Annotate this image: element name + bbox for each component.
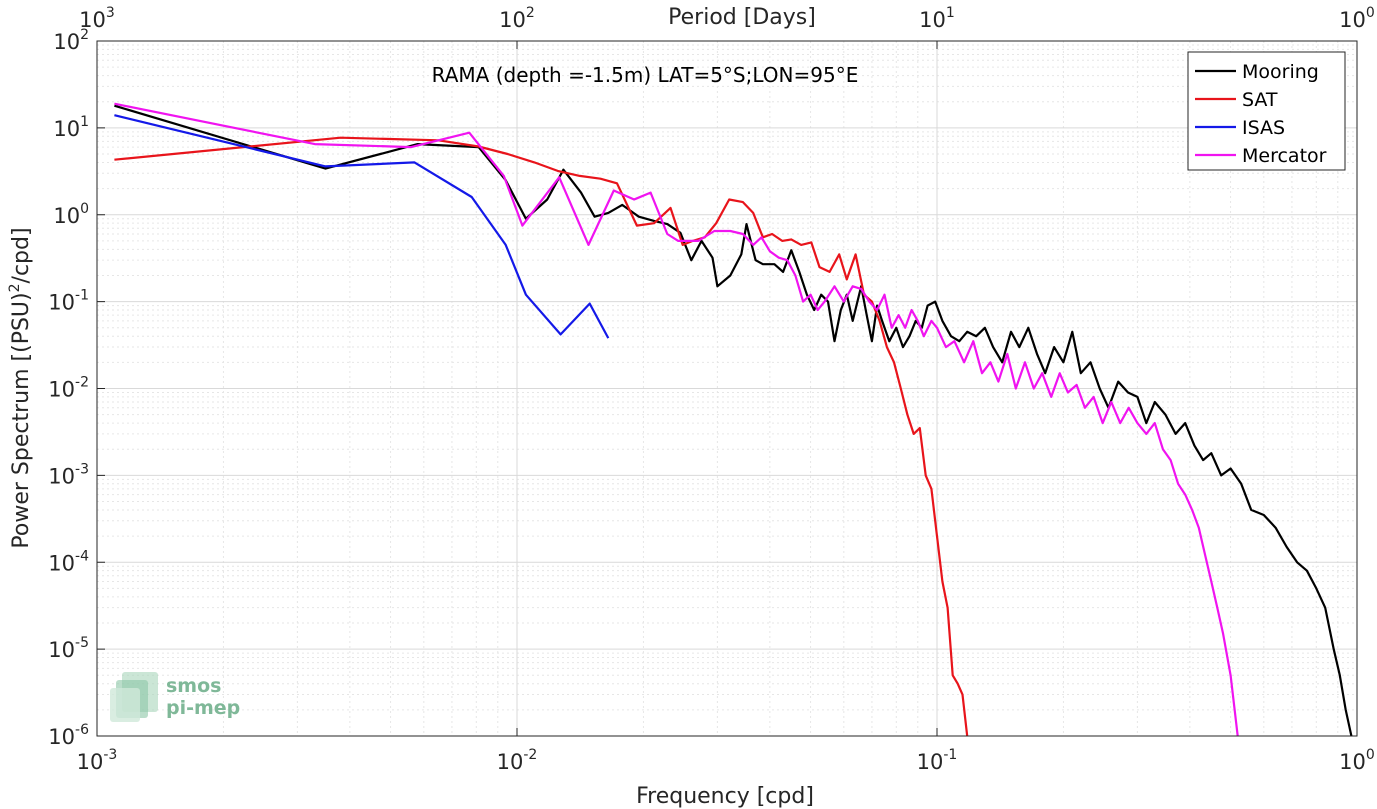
x-tick-label: 10-2	[497, 747, 538, 774]
series-line-sat	[114, 136, 969, 736]
top-tick-label: 101	[919, 5, 955, 32]
top-tick-label: 102	[499, 5, 535, 32]
legend-label-sat: SAT	[1242, 89, 1278, 111]
x-tick-label: 10-1	[917, 747, 958, 774]
y-tick-label: 10-2	[48, 375, 89, 402]
y-axis-label-sup: 2	[7, 283, 23, 292]
y-tick-label: 10-5	[48, 635, 89, 662]
x-tick-label: 10-3	[77, 747, 118, 774]
y-tick-label: 102	[53, 27, 89, 54]
y-tick-label: 101	[53, 114, 89, 141]
series-group	[114, 102, 1353, 736]
logo-text-smos: smos	[166, 675, 221, 697]
series-line-mooring	[114, 104, 1353, 736]
series-line-mercator	[114, 102, 1239, 736]
y-axis-label: Power Spectrum [(PSU)2/cpd]	[7, 227, 34, 548]
y-tick-label: 10-3	[48, 461, 89, 488]
y-tick-label: 10-6	[48, 722, 89, 749]
logo-mark-front	[110, 688, 140, 722]
legend: Mooring SAT ISAS Mercator	[1187, 51, 1346, 171]
legend-label-mercator: Mercator	[1242, 145, 1327, 167]
series-line-isas	[114, 114, 610, 339]
top-axis-label: Period [Days]	[668, 5, 816, 30]
legend-label-mooring: Mooring	[1242, 61, 1319, 83]
chart-title: RAMA (depth =-1.5m) LAT=5°S;LON=95°E	[432, 63, 859, 87]
smos-pi-mep-logo: smos pi-mep	[110, 672, 240, 722]
legend-label-isas: ISAS	[1242, 117, 1285, 139]
y-axis-label-tail: /cpd]	[9, 227, 34, 283]
y-tick-label: 10-4	[48, 548, 89, 575]
top-tick-label: 103	[79, 5, 115, 32]
y-tick-label: 100	[53, 201, 89, 228]
logo-text-pi-mep: pi-mep	[166, 697, 240, 719]
x-tick-label: 100	[1339, 747, 1375, 774]
y-tick-label: 10-1	[48, 288, 89, 315]
ticks: 10-3 10-2 10-1 100 102 101 100 10-1 10-2 10-3 10-4…	[48, 5, 1375, 774]
x-axis-label: Frequency [cpd]	[636, 784, 814, 809]
y-axis-label-main: Power Spectrum [(PSU)	[9, 292, 34, 548]
top-tick-label: 100	[1339, 5, 1375, 32]
